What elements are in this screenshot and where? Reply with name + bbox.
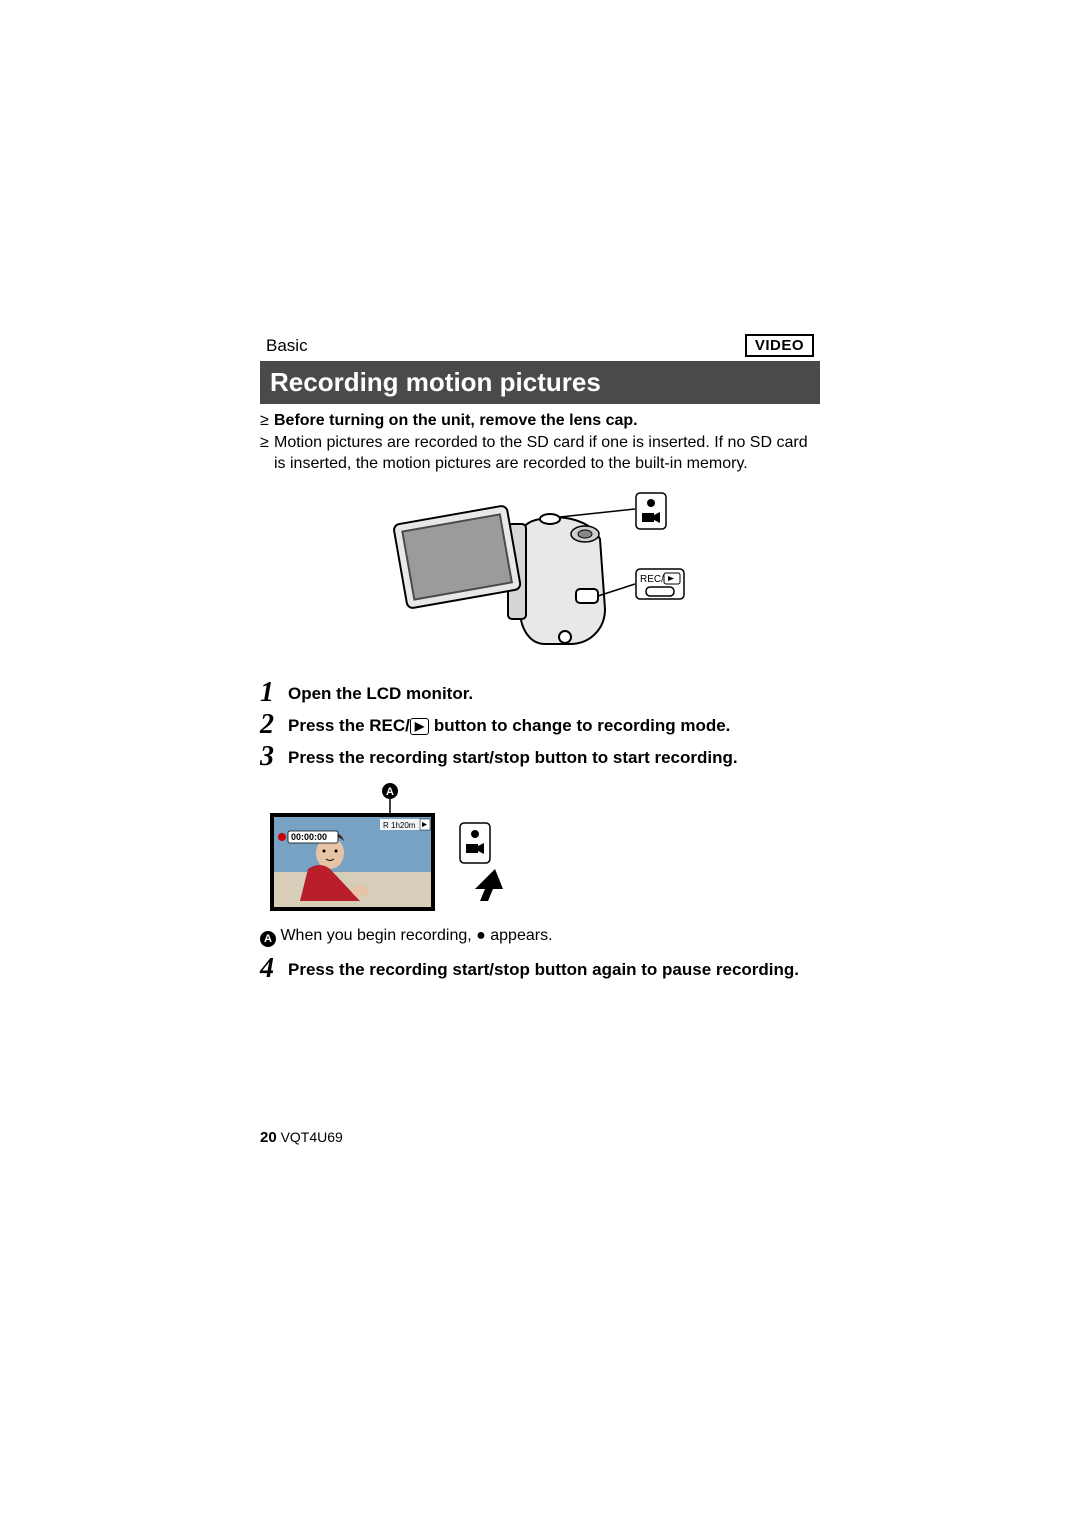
step-number: 2 <box>260 711 288 739</box>
section-label: Basic <box>266 336 308 356</box>
bullet-icon: ≥ <box>260 410 274 432</box>
recording-indicator-illustration: A R 1h20m 00:00:00 <box>260 781 580 916</box>
page-title: Recording motion pictures <box>260 361 820 404</box>
step-number: 1 <box>260 679 288 707</box>
intro-line-2: Motion pictures are recorded to the SD c… <box>274 432 820 475</box>
video-mode-badge: VIDEO <box>745 334 814 357</box>
note-letter-badge: A <box>260 931 276 947</box>
play-icon: ▶ <box>410 718 429 736</box>
bullet-glyph: ● <box>476 927 486 944</box>
svg-text:A: A <box>386 786 394 798</box>
camera-illustration: REC/ <box>390 489 690 669</box>
page-footer: 20 VQT4U69 <box>260 1129 343 1146</box>
step-1-text: Open the LCD monitor. <box>288 679 820 707</box>
step-number: 4 <box>260 955 288 983</box>
svg-text:REC/: REC/ <box>640 574 664 585</box>
step-2-text: Press the REC/▶ button to change to reco… <box>288 711 820 739</box>
svg-text:00:00:00: 00:00:00 <box>291 832 327 842</box>
indicator-note: A When you begin recording, ● appears. <box>260 927 820 947</box>
step-3-text: Press the recording start/stop button to… <box>288 743 820 771</box>
svg-text:R 1h20m: R 1h20m <box>383 821 416 830</box>
bullet-icon: ≥ <box>260 432 274 475</box>
intro-line-1: Before turning on the unit, remove the l… <box>274 410 820 432</box>
step-number: 3 <box>260 743 288 771</box>
step-4-text: Press the recording start/stop button ag… <box>288 955 820 983</box>
